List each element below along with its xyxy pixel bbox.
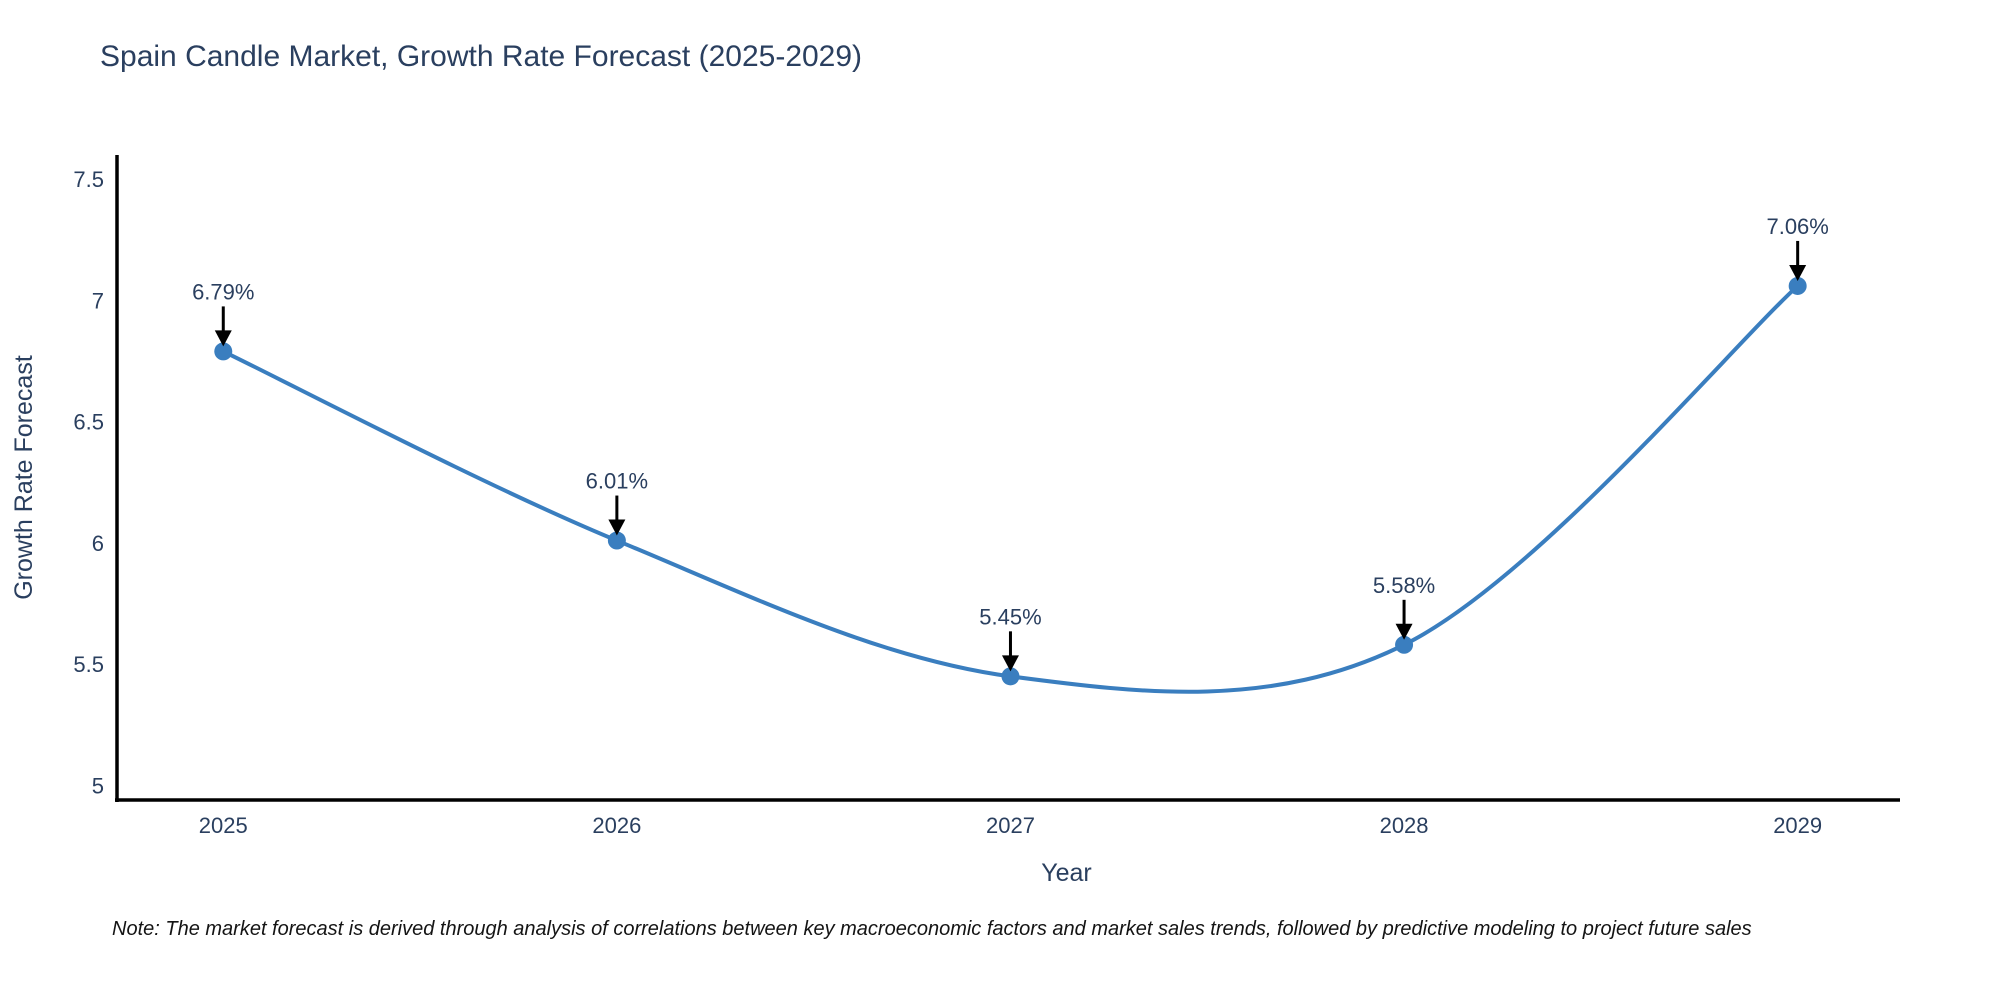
annotation-arrowhead-icon-2027 xyxy=(1001,655,1019,672)
annotation-label-2026: 6.01% xyxy=(586,469,648,494)
series-line xyxy=(221,283,1800,694)
y-axis-title: Growth Rate Forecast xyxy=(10,355,38,600)
y-tick-label-7.5: 7.5 xyxy=(73,167,104,192)
x-tick-label-2028: 2028 xyxy=(1380,813,1429,838)
annotation-arrowhead-icon-2029 xyxy=(1789,264,1807,281)
x-tick-label-2025: 2025 xyxy=(199,813,248,838)
annotation-arrowhead-icon-2028 xyxy=(1395,623,1413,640)
chart-title: Spain Candle Market, Growth Rate Forecas… xyxy=(100,40,863,73)
y-tick-label-5: 5 xyxy=(92,773,104,798)
data-point-2025[interactable] xyxy=(214,342,233,361)
annotation-label-2028: 5.58% xyxy=(1373,573,1435,598)
annotation-label-2027: 5.45% xyxy=(979,604,1041,629)
x-tick-label-2027: 2027 xyxy=(986,813,1035,838)
data-point-2029[interactable] xyxy=(1788,276,1807,295)
annotation-arrowhead-icon-2026 xyxy=(608,519,626,536)
x-axis-title: Year xyxy=(1041,859,1092,887)
footnote: Note: The market forecast is derived thr… xyxy=(112,918,1752,940)
y-tick-label-6: 6 xyxy=(92,531,104,556)
data-point-2028[interactable] xyxy=(1395,635,1414,654)
annotation-label-2029: 7.06% xyxy=(1766,214,1828,239)
data-point-2026[interactable] xyxy=(607,531,626,550)
annotation-label-2025: 6.79% xyxy=(192,279,254,304)
y-tick-label-6.5: 6.5 xyxy=(73,410,104,435)
x-tick-label-2029: 2029 xyxy=(1773,813,1822,838)
y-tick-label-7: 7 xyxy=(92,288,104,313)
x-tick-label-2026: 2026 xyxy=(592,813,641,838)
annotation-arrowhead-icon-2025 xyxy=(214,330,232,347)
y-tick-label-5.5: 5.5 xyxy=(73,652,104,677)
data-point-2027[interactable] xyxy=(1001,667,1020,686)
